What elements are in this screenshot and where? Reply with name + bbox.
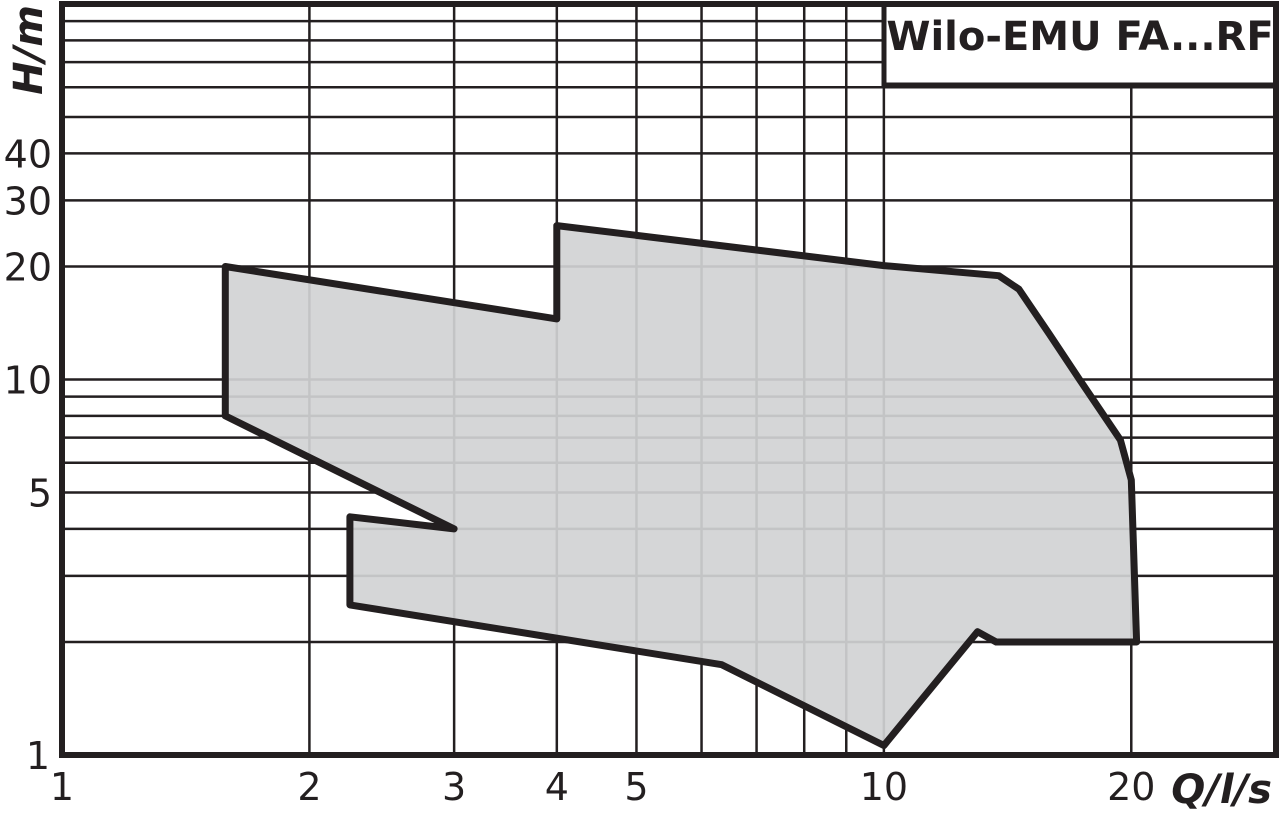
y-tick-label: 40 xyxy=(4,132,52,176)
x-tick-label: 20 xyxy=(1107,765,1155,809)
y-tick-label: 20 xyxy=(4,245,52,289)
y-tick-label: 1 xyxy=(26,734,50,778)
y-axis-label: H/m xyxy=(6,5,52,95)
x-axis-label: Q/l/s xyxy=(1171,767,1272,813)
x-tick-label: 1 xyxy=(50,765,74,809)
x-tick-label: 5 xyxy=(624,765,648,809)
x-tick-label: 2 xyxy=(297,765,321,809)
y-tick-label: 30 xyxy=(4,179,52,223)
chart-title: Wilo-EMU FA...RF xyxy=(886,14,1273,60)
x-tick-label: 10 xyxy=(860,765,908,809)
y-tick-label: 10 xyxy=(4,359,52,403)
x-tick-label: 3 xyxy=(442,765,466,809)
y-tick-label: 5 xyxy=(28,472,52,516)
operating-range-area xyxy=(221,222,1141,749)
x-tick-label: 4 xyxy=(545,765,569,809)
plot-frame xyxy=(59,1,1279,758)
x-tick-labels: 1 2 3 4 5 10 20 xyxy=(50,765,1156,809)
